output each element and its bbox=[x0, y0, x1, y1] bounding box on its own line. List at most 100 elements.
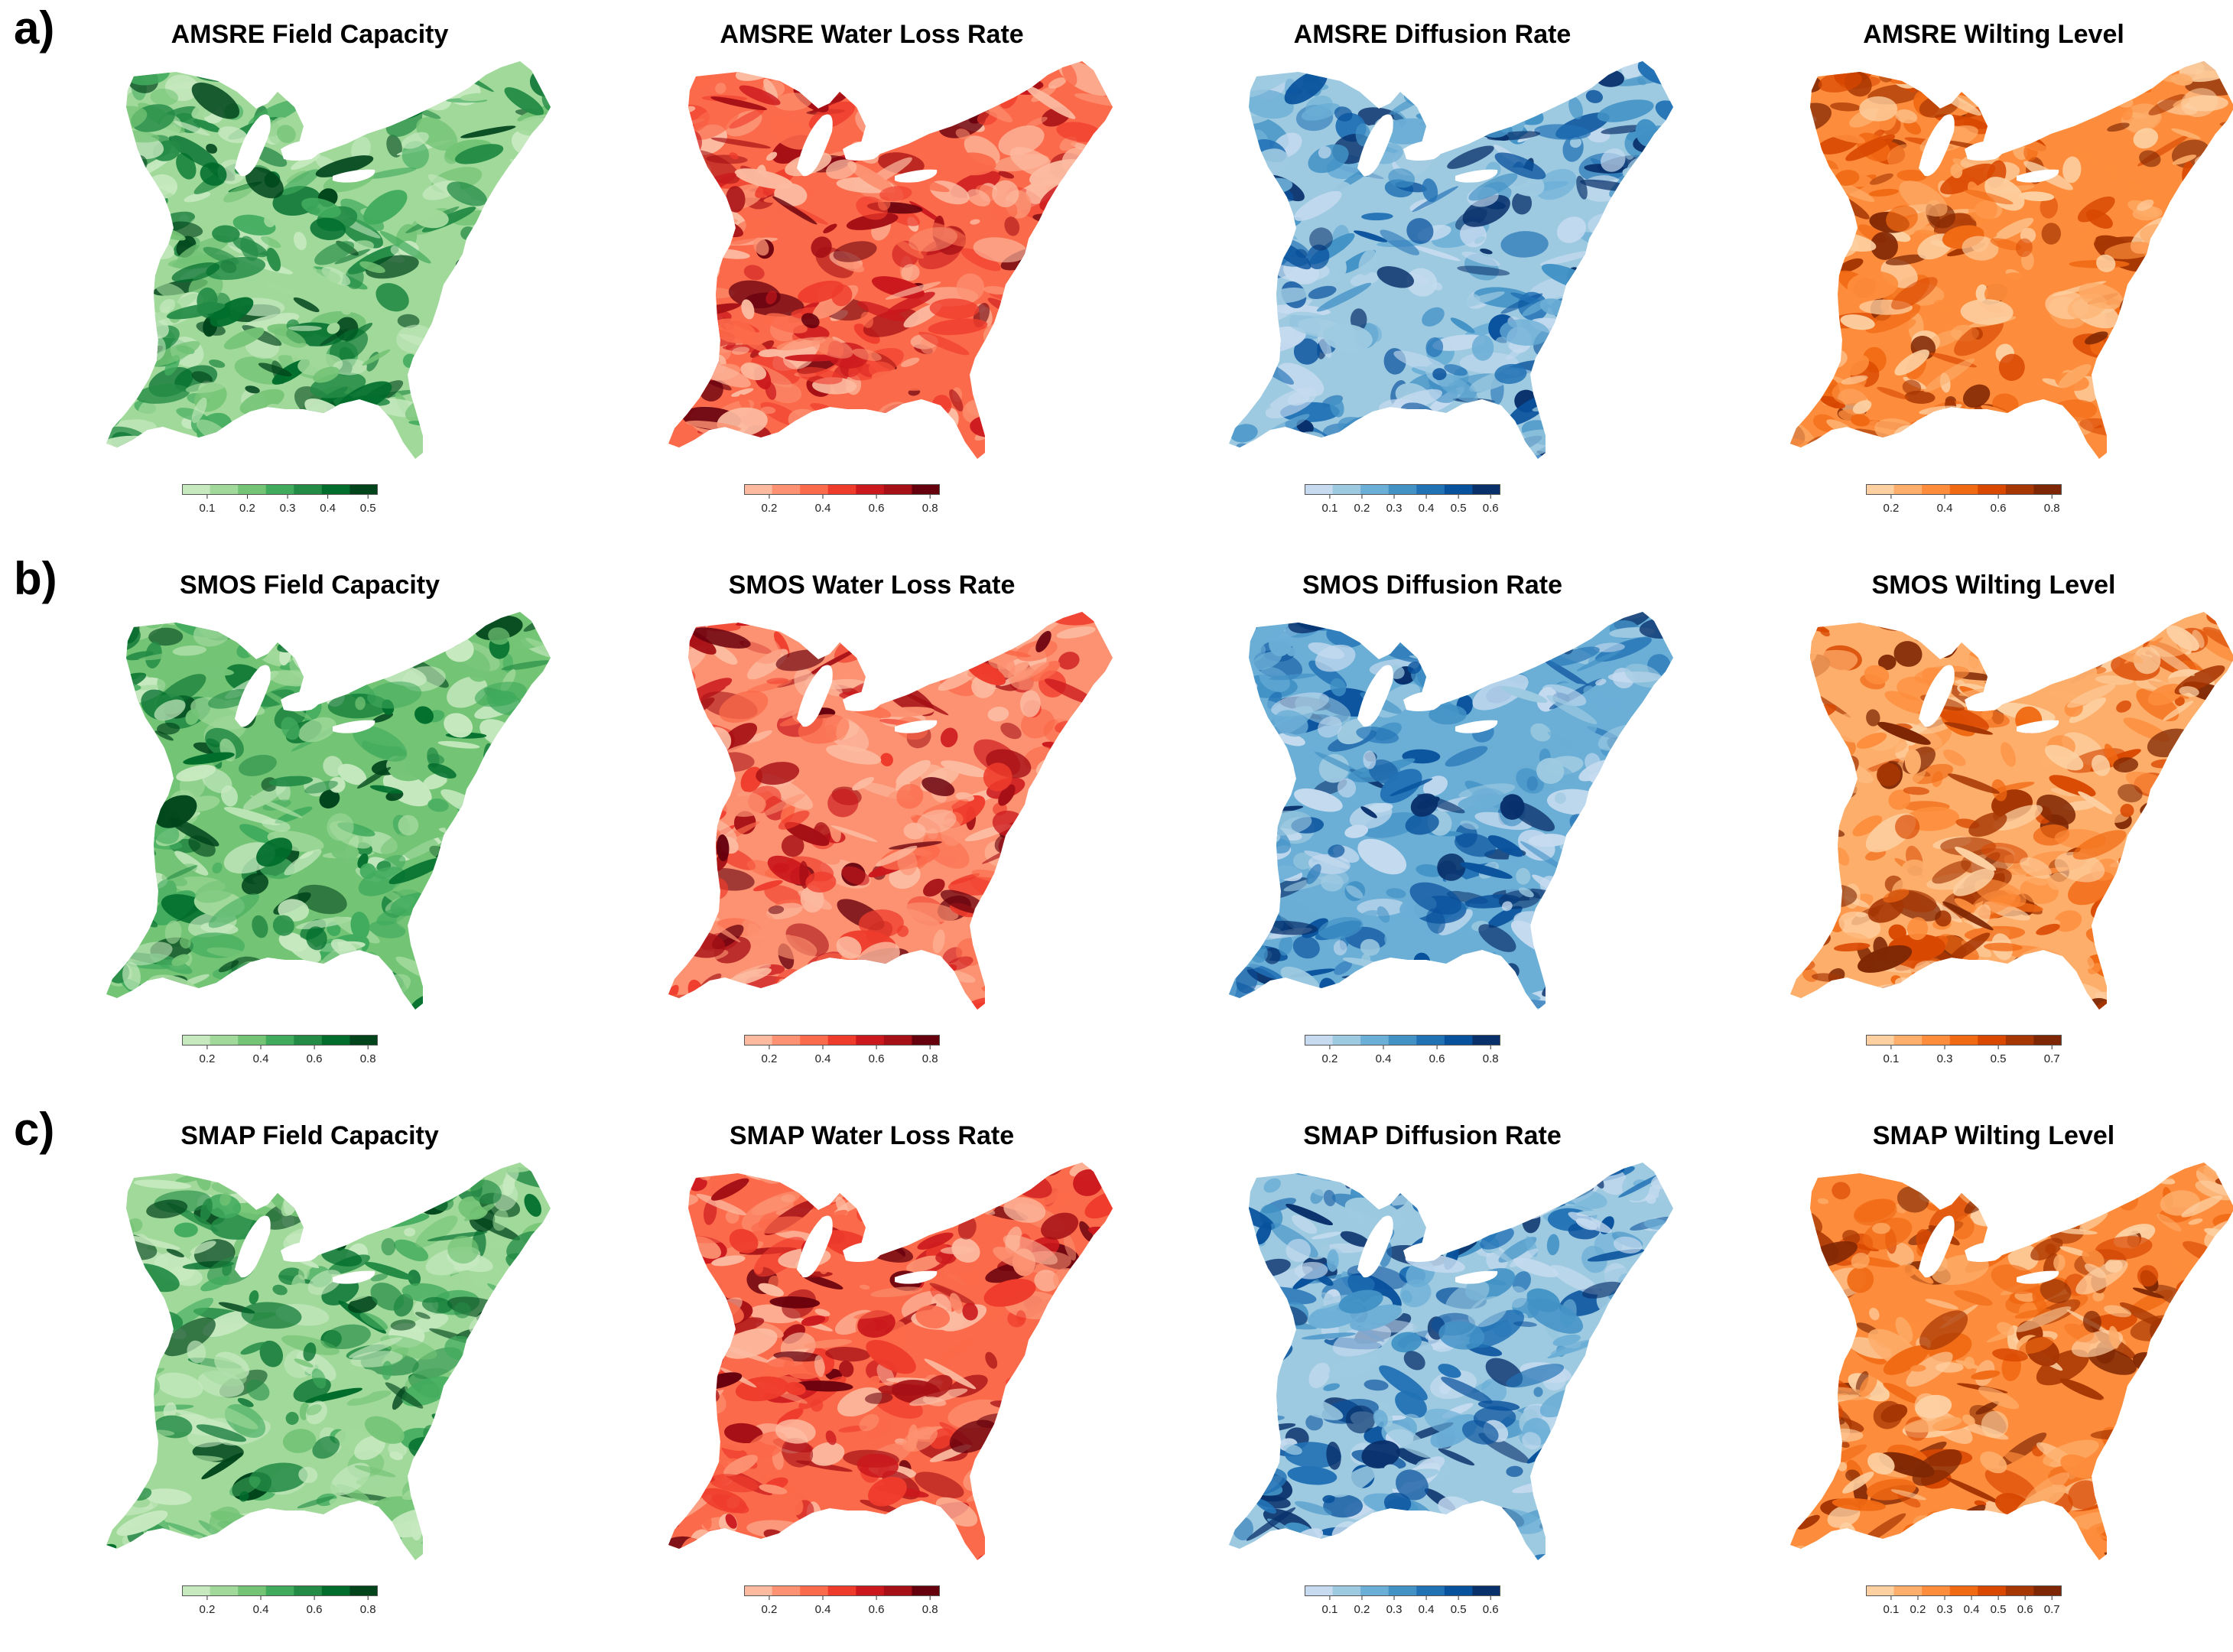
legend-swatch bbox=[1360, 1035, 1389, 1046]
legend-swatch bbox=[322, 484, 350, 495]
legend-tick-label: 0.6 bbox=[2017, 1603, 2033, 1616]
legend-swatch bbox=[828, 484, 856, 495]
legend-tick-label: 0.4 bbox=[253, 1603, 269, 1616]
panel-title: SMOS Diffusion Rate bbox=[1153, 571, 1711, 600]
legend-swatch bbox=[884, 1585, 912, 1596]
legend-tick-label: 0.2 bbox=[1883, 502, 1899, 515]
legend-swatch bbox=[1416, 1035, 1445, 1046]
panel-title: SMOS Water Loss Rate bbox=[593, 571, 1151, 600]
legend-tick-label: 0.5 bbox=[1991, 1603, 2007, 1616]
legend-swatch bbox=[1445, 1035, 1473, 1046]
legend-swatch bbox=[1333, 1585, 1361, 1596]
panel-title: SMOS Wilting Level bbox=[1715, 571, 2233, 600]
legend-swatch bbox=[266, 1585, 294, 1596]
color-legend: 0.2 0.4 0.6 0.8 bbox=[182, 1585, 378, 1624]
legend-swatch bbox=[1894, 484, 1923, 495]
legend-swatch bbox=[772, 484, 801, 495]
legend-swatch bbox=[772, 1035, 801, 1046]
legend-swatch bbox=[1360, 484, 1389, 495]
legend-swatch bbox=[884, 484, 912, 495]
legend-swatch bbox=[1894, 1035, 1923, 1046]
legend-tick-label: 0.4 bbox=[320, 502, 336, 515]
legend-tick-label: 0.1 bbox=[1321, 1603, 1338, 1616]
legend-tick-label: 0.4 bbox=[1419, 1603, 1435, 1616]
legend-tick-label: 0.6 bbox=[307, 1603, 323, 1616]
legend-swatch bbox=[1472, 484, 1500, 495]
legend-tick-label: 0.8 bbox=[360, 1052, 376, 1065]
legend-tick-label: 0.5 bbox=[1991, 1052, 2007, 1065]
legend-swatch bbox=[2006, 1035, 2034, 1046]
legend-tick-label: 0.2 bbox=[1910, 1603, 1926, 1616]
legend-tick-label: 0.4 bbox=[1937, 502, 1953, 515]
panel-title: SMAP Water Loss Rate bbox=[593, 1121, 1151, 1151]
map bbox=[665, 61, 1116, 474]
legend-swatch bbox=[2033, 484, 2062, 495]
legend-swatch bbox=[856, 1035, 884, 1046]
legend-tick-label: 0.2 bbox=[199, 1052, 215, 1065]
legend-tick-label: 0.5 bbox=[360, 502, 376, 515]
legend-swatch bbox=[182, 1035, 210, 1046]
legend-swatch bbox=[349, 1035, 378, 1046]
legend-swatch bbox=[238, 1585, 266, 1596]
legend-swatch bbox=[912, 1035, 940, 1046]
legend-swatch bbox=[1922, 1585, 1950, 1596]
legend-tick-label: 0.4 bbox=[253, 1052, 269, 1065]
legend-swatch bbox=[2033, 1585, 2062, 1596]
legend-swatch bbox=[210, 484, 239, 495]
legend-swatch bbox=[1922, 484, 1950, 495]
legend-tick-label: 0.2 bbox=[199, 1603, 215, 1616]
legend-swatch bbox=[1950, 484, 1978, 495]
legend-swatch bbox=[1333, 1035, 1361, 1046]
legend-swatch bbox=[182, 1585, 210, 1596]
legend-tick-label: 0.8 bbox=[360, 1603, 376, 1616]
legend-swatch bbox=[1866, 1585, 1894, 1596]
legend-swatch bbox=[884, 1035, 912, 1046]
legend-tick-label: 0.8 bbox=[922, 502, 938, 515]
legend-swatch bbox=[1305, 1585, 1333, 1596]
legend-tick-label: 0.6 bbox=[307, 1052, 323, 1065]
map bbox=[1226, 612, 1677, 1025]
legend-swatch bbox=[266, 484, 294, 495]
legend-swatch bbox=[1360, 1585, 1389, 1596]
legend-tick-label: 0.2 bbox=[761, 1603, 777, 1616]
legend-tick-label: 0.3 bbox=[1386, 502, 1403, 515]
panel-title: AMSRE Diffusion Rate bbox=[1153, 20, 1711, 50]
legend-tick-label: 0.4 bbox=[815, 1603, 831, 1616]
legend-tick-label: 0.2 bbox=[1354, 502, 1370, 515]
legend-tick-label: 0.1 bbox=[1883, 1052, 1899, 1065]
legend-tick-label: 0.2 bbox=[1321, 1052, 1338, 1065]
legend-swatch bbox=[1922, 1035, 1950, 1046]
legend-swatch bbox=[1894, 1585, 1923, 1596]
legend-tick-label: 0.1 bbox=[1321, 502, 1338, 515]
legend-swatch bbox=[1305, 1035, 1333, 1046]
legend-swatch bbox=[182, 484, 210, 495]
panel-title: SMAP Field Capacity bbox=[31, 1121, 589, 1151]
legend-tick-label: 0.6 bbox=[1991, 502, 2007, 515]
legend-tick-label: 0.4 bbox=[815, 502, 831, 515]
map bbox=[103, 1163, 554, 1576]
legend-swatch bbox=[238, 1035, 266, 1046]
legend-tick-label: 0.8 bbox=[2044, 502, 2060, 515]
panel: SMAP Field Capacity 0.2 0.4 0.6 0.8 bbox=[31, 1101, 589, 1652]
legend-tick-label: 0.4 bbox=[1419, 502, 1435, 515]
legend-swatch bbox=[800, 484, 828, 495]
legend-swatch bbox=[294, 484, 322, 495]
legend-swatch bbox=[1472, 1585, 1500, 1596]
legend-swatch bbox=[2006, 484, 2034, 495]
legend-tick-label: 0.2 bbox=[761, 1052, 777, 1065]
map bbox=[665, 1163, 1116, 1576]
legend-swatch bbox=[856, 1585, 884, 1596]
legend-tick-label: 0.7 bbox=[2044, 1052, 2060, 1065]
